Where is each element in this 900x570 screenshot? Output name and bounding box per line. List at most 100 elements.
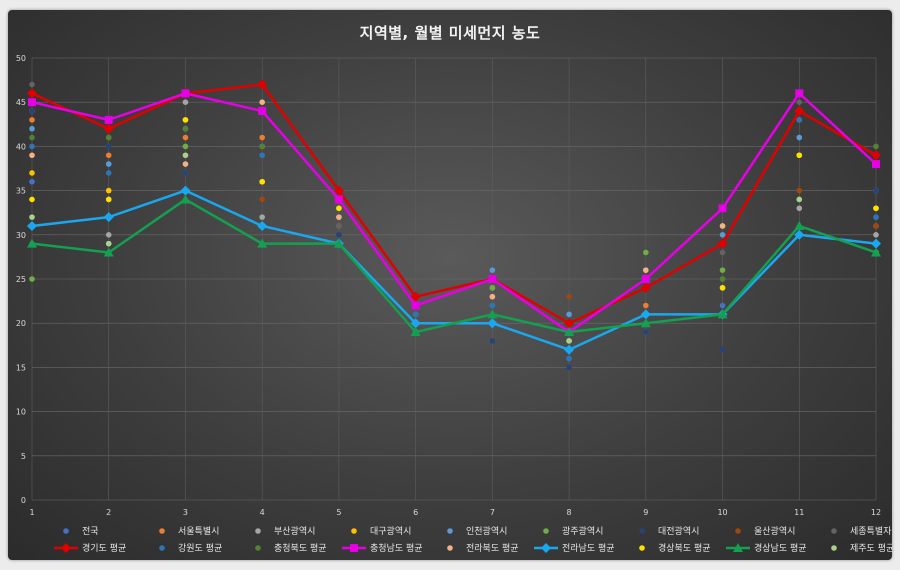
legend-label: 서울특별시 (178, 526, 219, 537)
legend-swatch (447, 528, 453, 534)
line-marker (334, 195, 343, 204)
legend-label: 경상남도 평균 (754, 542, 807, 554)
legend-label: 부산광역시 (274, 525, 315, 537)
scatter-point (796, 99, 803, 105)
scatter-point (259, 214, 265, 220)
line-marker (640, 309, 651, 320)
line-marker (564, 344, 575, 355)
line-marker (794, 106, 805, 117)
y-tick-label: 45 (16, 98, 26, 107)
line-marker (61, 543, 71, 553)
legend-swatch (639, 545, 645, 551)
legend-swatch (543, 528, 549, 534)
scatter-point (259, 134, 265, 141)
scatter-point (719, 276, 726, 282)
scatter-point (105, 134, 112, 141)
line-marker (103, 247, 114, 257)
scatter-point (105, 187, 112, 194)
legend-swatch (639, 528, 645, 534)
legend-swatch (831, 545, 837, 551)
scatter-point (796, 152, 803, 159)
line-marker (717, 309, 728, 319)
series-line (31, 92, 877, 334)
x-tick-label: 10 (717, 508, 727, 517)
line-marker (257, 220, 268, 231)
scatter-point (796, 187, 803, 194)
y-tick-label: 25 (16, 275, 26, 284)
scatter-point (29, 214, 35, 220)
scatter-point (489, 267, 496, 273)
scatter-point (105, 240, 112, 247)
y-tick-label: 40 (16, 142, 26, 151)
line-marker (487, 318, 498, 329)
legend-label: 전라북도 평균 (466, 543, 519, 554)
line-marker (872, 160, 880, 169)
scatter-point (182, 143, 189, 150)
line-marker (180, 194, 191, 204)
legend-label: 울산광역시 (754, 525, 795, 537)
line-marker (410, 318, 421, 329)
scatter-point (259, 99, 265, 105)
legend-swatch (63, 528, 69, 534)
line-marker (350, 544, 358, 552)
x-tick-label: 1 (29, 508, 34, 517)
legend-swatch (351, 528, 357, 534)
x-tick-label: 2 (106, 508, 111, 517)
legend-label: 전국 (82, 526, 99, 537)
chart-title: 지역별, 월별 미세먼지 농도 (359, 24, 541, 42)
series-line (31, 83, 877, 325)
scatter-point (29, 117, 35, 123)
line-marker (641, 275, 650, 283)
line-marker (564, 327, 575, 337)
y-tick-label: 20 (16, 319, 26, 328)
scatter-point (182, 134, 189, 141)
series-line (31, 198, 877, 334)
line-marker (795, 89, 804, 98)
line-marker (871, 238, 881, 249)
scatter-point (796, 134, 803, 141)
scatter-point (29, 170, 35, 176)
scatter-point (719, 267, 726, 273)
scatter-point (566, 364, 572, 371)
scatter-point (182, 170, 189, 176)
scatter-point (105, 143, 112, 150)
scatter-point (719, 232, 726, 238)
legend-label: 인천광역시 (466, 525, 507, 537)
legend-label: 대전광역시 (658, 525, 699, 537)
scatter-point (566, 311, 572, 318)
line-marker (871, 247, 881, 257)
line-marker (411, 301, 420, 310)
y-tick-label: 0 (21, 496, 26, 505)
y-tick-label: 5 (21, 452, 26, 461)
scatter-point (336, 214, 342, 220)
scatter-point (796, 117, 803, 123)
scatter-point (182, 152, 189, 159)
scatter-point (336, 223, 342, 229)
x-tick-label: 6 (413, 508, 418, 517)
legend-label: 경기도 평균 (82, 542, 126, 554)
x-tick-label: 3 (183, 508, 188, 517)
y-tick-label: 50 (16, 54, 26, 63)
scatter-point (489, 285, 496, 291)
legend-swatch (831, 528, 837, 534)
scatter-point (796, 196, 803, 203)
scatter-point (489, 293, 496, 300)
scatter-point (873, 223, 879, 229)
scatter-point (29, 143, 35, 150)
scatter-point (719, 249, 726, 256)
x-tick-label: 11 (794, 508, 804, 517)
scatter-point (29, 108, 35, 114)
scatter-point (566, 338, 572, 344)
legend-swatch (159, 545, 165, 551)
scatter-point (182, 99, 189, 105)
x-tick-label: 7 (490, 508, 495, 517)
scatter-point (719, 302, 726, 309)
line-marker (258, 107, 267, 116)
scatter-point (643, 249, 649, 256)
line-marker (27, 220, 37, 231)
scatter-point (29, 178, 35, 185)
scatter-point (489, 338, 496, 344)
line-marker (541, 543, 551, 553)
line-marker (640, 282, 651, 293)
scatter-point (566, 355, 572, 362)
